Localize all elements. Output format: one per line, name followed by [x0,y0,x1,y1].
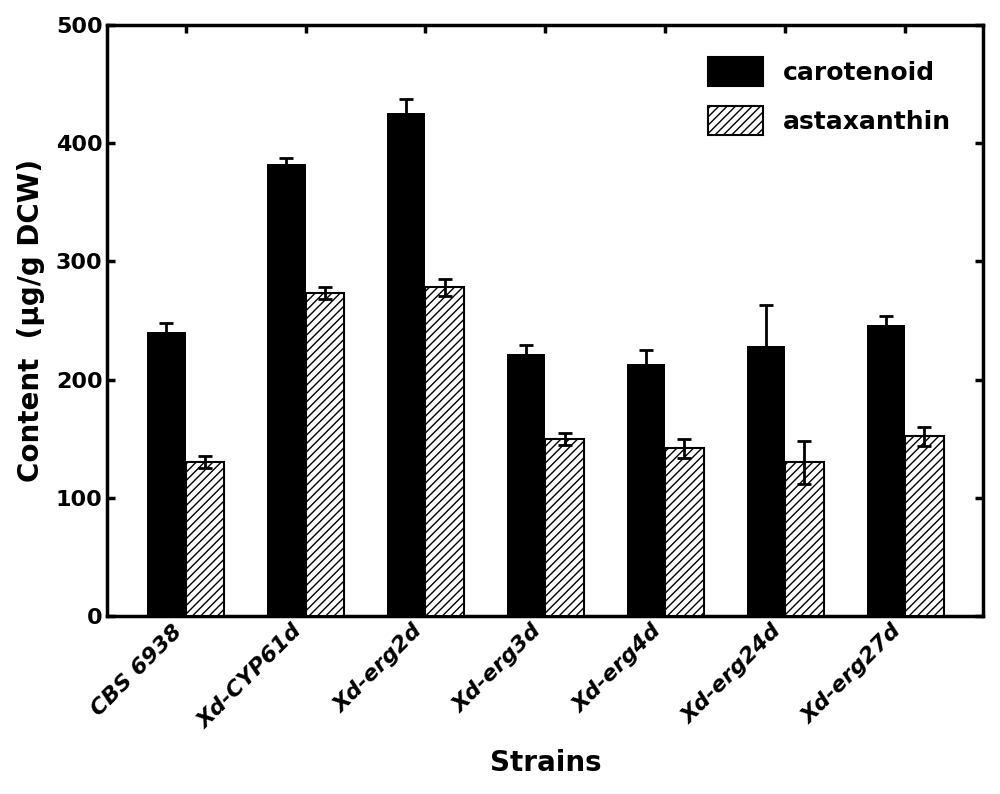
Bar [147,332,186,616]
Bar [507,353,545,616]
Bar [665,448,704,616]
Bar [905,437,944,616]
Bar [306,293,344,616]
Bar [186,462,224,616]
Bar [267,164,306,616]
Bar [747,346,785,616]
Bar [425,287,464,616]
Y-axis label: Content  (μg/g DCW): Content (μg/g DCW) [17,159,45,482]
Bar [785,462,824,616]
X-axis label: Strains: Strains [490,750,601,777]
Bar [545,439,584,616]
Legend: carotenoid, astaxanthin: carotenoid, astaxanthin [688,37,971,155]
Bar [867,326,905,616]
Bar [627,364,665,616]
Bar [387,114,425,616]
